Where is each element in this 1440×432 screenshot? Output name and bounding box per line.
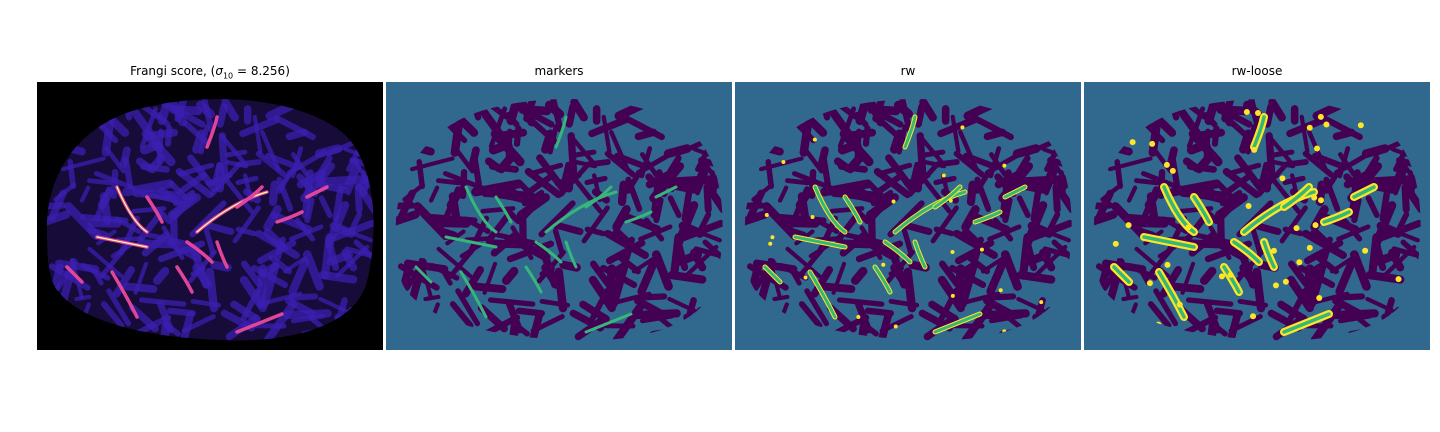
markers-image (386, 82, 732, 350)
rw-image (735, 82, 1081, 350)
rw-loose-image (1084, 82, 1430, 350)
frangi-score-image (37, 82, 383, 350)
panel-title-markers: markers (534, 64, 584, 78)
panel-title-rw-loose: rw-loose (1231, 64, 1283, 78)
panel-title-rw: rw (900, 64, 916, 78)
panel-title-frangi: Frangi score, (σ10 = 8.256) (130, 64, 290, 81)
